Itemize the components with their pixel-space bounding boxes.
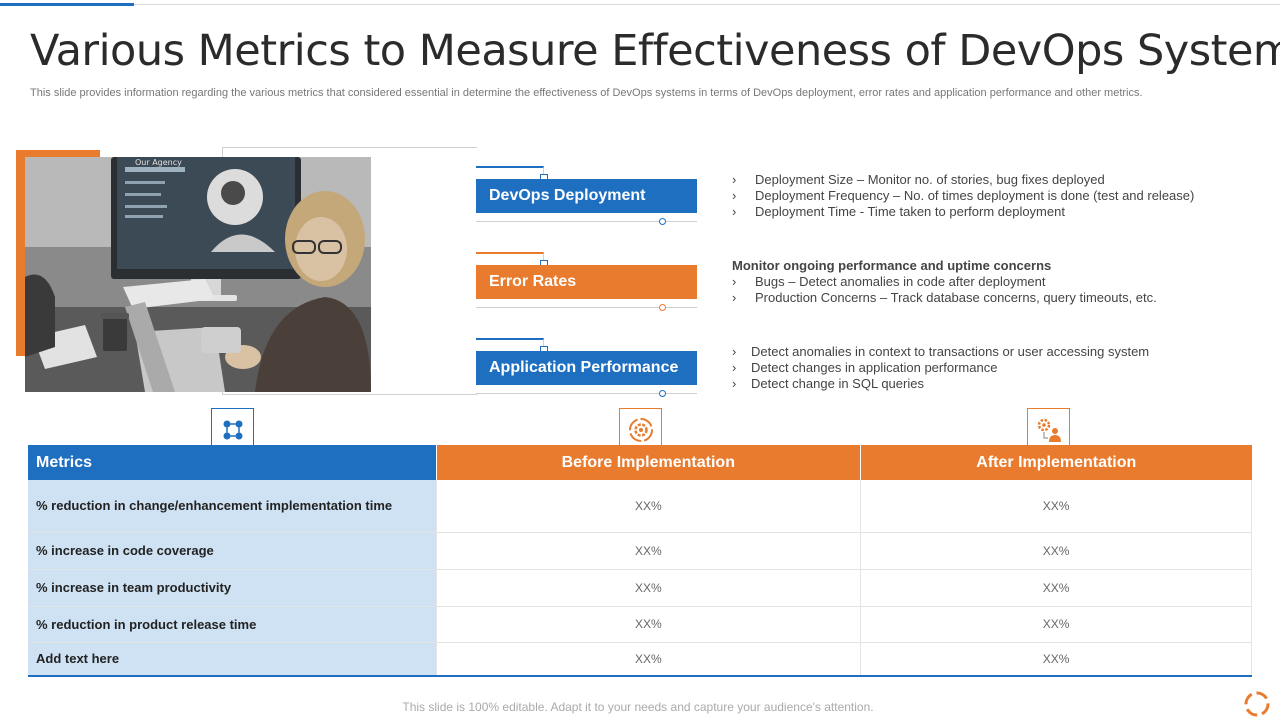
deployment-underline (476, 221, 697, 222)
metric-name: % increase in code coverage (28, 532, 436, 570)
top-accent-bar (0, 3, 134, 6)
slide-subtitle: This slide provides information regardin… (30, 87, 1143, 99)
list-item: › Bugs – Detect anomalies in code after d… (732, 274, 1046, 289)
header-before-implementation: Before Implementation (435, 445, 861, 480)
metric-name: Add text here (28, 642, 436, 677)
deployment-tab-connector (476, 166, 544, 178)
table-row: % increase in team productivity XX% XX% (28, 569, 1252, 607)
slide-footer-note: This slide is 100% editable. Adapt it to… (402, 700, 874, 714)
list-item: › Detect change in SQL queries (732, 376, 924, 391)
before-value: XX% (435, 642, 862, 677)
table-row: % reduction in change/enhancement implem… (28, 480, 1252, 533)
screen-title: Our Agency (135, 158, 182, 167)
refresh-cycle-icon (1242, 689, 1272, 719)
performance-tab-connector (476, 338, 544, 350)
chevron-right-icon: › (732, 172, 737, 187)
error-heading: Monitor ongoing performance and uptime c… (732, 258, 1052, 273)
chevron-right-icon: › (732, 290, 737, 305)
list-item: › Production Concerns – Track database co… (732, 290, 1157, 305)
table-row: % increase in code coverage XX% XX% (28, 532, 1252, 570)
error-underline (476, 307, 697, 308)
chevron-right-icon: › (732, 204, 737, 219)
after-value: XX% (860, 569, 1252, 607)
chevron-right-icon: › (732, 274, 737, 289)
performance-underline (476, 393, 697, 394)
error-tab-connector (476, 252, 544, 264)
office-photo-illustration: Our Agency (25, 157, 371, 392)
gear-cycle-icon (619, 408, 662, 451)
after-value: XX% (860, 480, 1252, 533)
settings-person-icon (1027, 408, 1070, 451)
metric-name: % reduction in product release time (28, 606, 436, 643)
chevron-right-icon: › (732, 344, 737, 359)
before-value: XX% (435, 480, 862, 533)
error-description: Monitor ongoing performance and uptime c… (732, 258, 1157, 306)
error-dot (659, 304, 666, 311)
list-item: › Detect changes in application performan… (732, 360, 998, 375)
before-value: XX% (435, 606, 862, 643)
list-item: › Deployment Time - Time taken to perform… (732, 204, 1065, 219)
chevron-right-icon: › (732, 376, 737, 391)
tab-devops-deployment: DevOps Deployment (476, 179, 697, 213)
table-header-row: Metrics Before Implementation After Impl… (28, 445, 1252, 480)
list-item: › Deployment Frequency – No. of times dep… (732, 188, 1195, 203)
before-value: XX% (435, 532, 862, 570)
office-photo: Our Agency (25, 157, 371, 392)
chevron-right-icon: › (732, 360, 737, 375)
after-value: XX% (860, 532, 1252, 570)
table-row: % reduction in product release time XX% … (28, 606, 1252, 643)
metrics-table: Metrics Before Implementation After Impl… (28, 445, 1252, 677)
performance-description: › Detect anomalies in context to transact… (732, 344, 1149, 392)
metric-name: % reduction in change/enhancement implem… (28, 480, 436, 533)
performance-dot (659, 390, 666, 397)
header-metrics: Metrics (28, 445, 436, 480)
slide-title: Various Metrics to Measure Effectiveness… (30, 26, 1280, 76)
tab-application-performance: Application Performance (476, 351, 697, 385)
top-divider (0, 4, 1280, 5)
after-value: XX% (860, 606, 1252, 643)
list-item: › Detect anomalies in context to transact… (732, 344, 1150, 359)
metric-name: % increase in team productivity (28, 569, 436, 607)
tab-error-rates: Error Rates (476, 265, 697, 299)
header-after-implementation: After Implementation (860, 445, 1252, 480)
chevron-right-icon: › (732, 188, 737, 203)
before-value: XX% (435, 569, 862, 607)
deployment-dot (659, 218, 666, 225)
table-row: Add text here XX% XX% (28, 642, 1252, 677)
network-icon (211, 408, 254, 451)
deployment-description: › Deployment Size – Monitor no. of storie… (732, 172, 1194, 220)
list-item: › Deployment Size – Monitor no. of storie… (732, 172, 1105, 187)
after-value: XX% (860, 642, 1252, 677)
